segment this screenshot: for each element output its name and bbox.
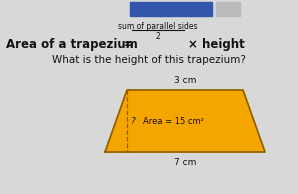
Text: × height: × height <box>188 38 245 51</box>
Polygon shape <box>105 90 265 152</box>
Text: =: = <box>124 38 134 51</box>
Text: Area = 15 cm²: Area = 15 cm² <box>143 117 204 126</box>
Text: Area of a trapezium: Area of a trapezium <box>6 38 138 51</box>
Text: What is the height of this trapezium?: What is the height of this trapezium? <box>52 55 246 65</box>
Bar <box>216 2 240 16</box>
Bar <box>130 2 212 16</box>
Text: 2: 2 <box>156 32 160 41</box>
Text: sum of parallel sides: sum of parallel sides <box>118 22 198 31</box>
Text: ?: ? <box>131 117 136 126</box>
Text: 3 cm: 3 cm <box>174 76 196 85</box>
Text: 7 cm: 7 cm <box>174 158 196 167</box>
